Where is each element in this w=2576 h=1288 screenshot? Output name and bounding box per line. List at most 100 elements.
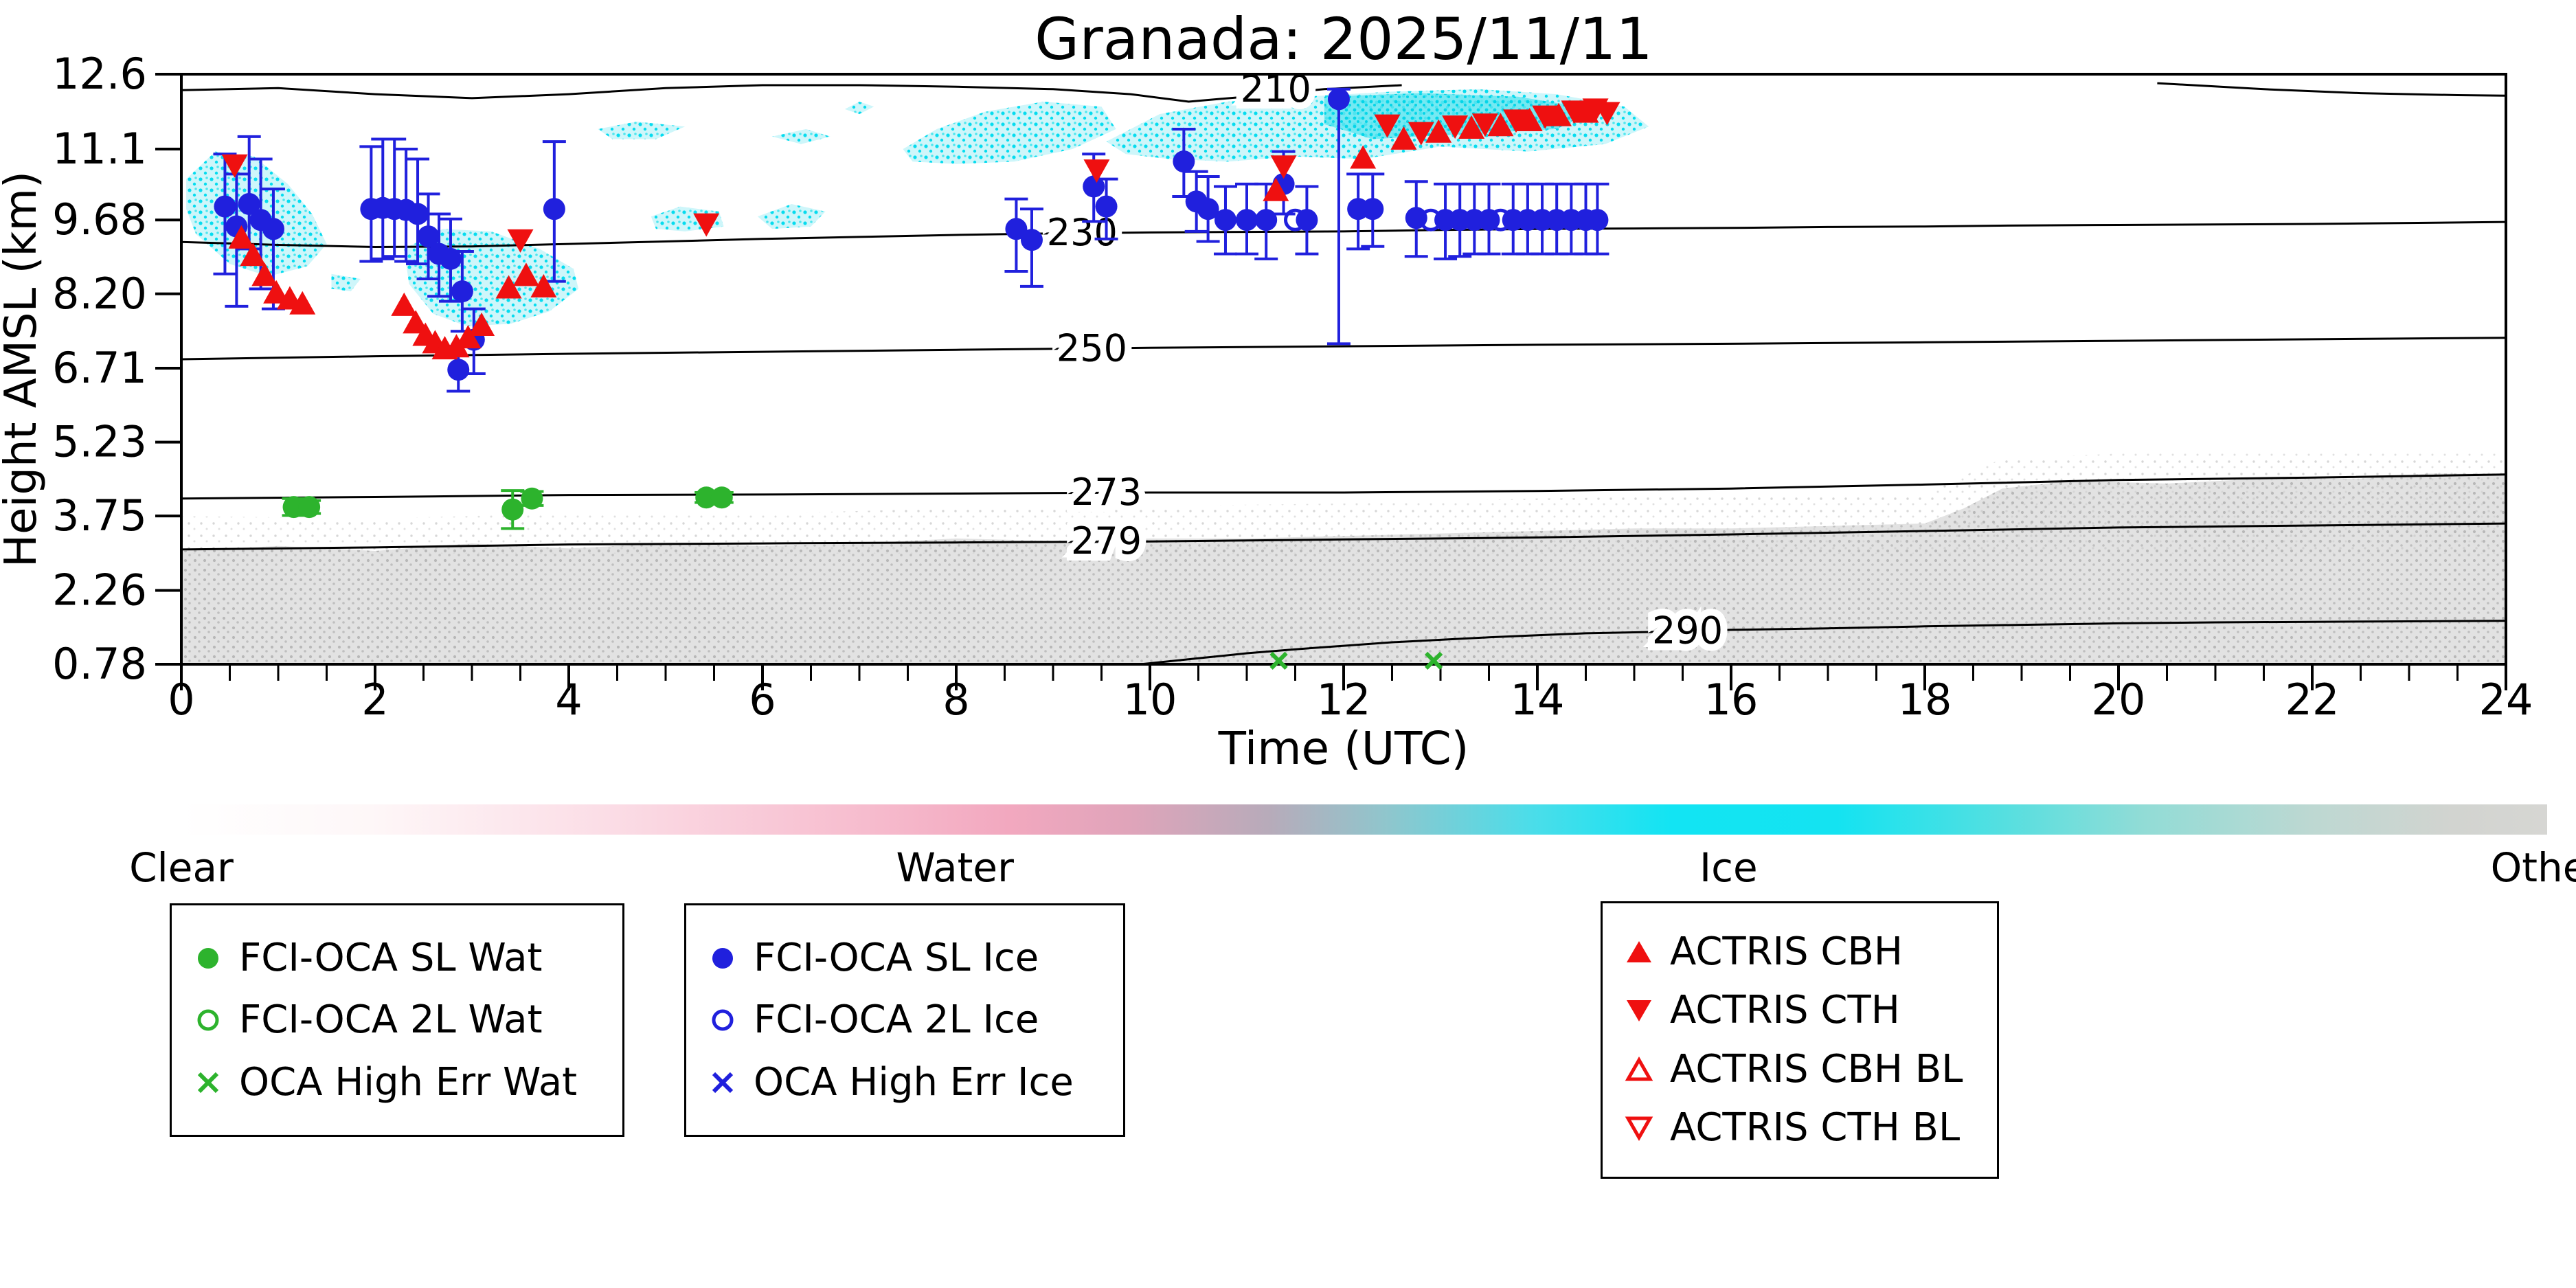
data-point <box>391 292 418 316</box>
colorbar-gradient <box>181 804 2547 835</box>
data-point <box>1561 100 1588 124</box>
data-point <box>240 242 267 267</box>
data-point <box>1270 155 1297 179</box>
cloud-fields <box>181 89 2506 664</box>
contour-line <box>181 84 1402 103</box>
x-tick-label: 14 <box>1511 675 1565 725</box>
legend-ice: FCI-OCA SL Ice FCI-OCA 2L Ice OCA High E… <box>684 903 1125 1137</box>
x-tick-label: 22 <box>2285 675 2340 725</box>
legend-item-label: OCA High Err Wat <box>239 1059 578 1105</box>
x-tick-label: 2 <box>361 675 388 725</box>
filled-circle-marker-icon <box>712 947 733 969</box>
legend-item: OCA High Err Wat <box>192 1063 602 1102</box>
data-point <box>221 154 248 178</box>
data-point <box>214 195 236 218</box>
data-point <box>507 229 534 253</box>
data-point <box>1095 195 1118 218</box>
aerosol-other-field <box>181 473 2506 664</box>
legend-item: ACTRIS CBH <box>1623 933 1976 971</box>
data-point <box>1083 159 1110 183</box>
data-point <box>1214 209 1236 231</box>
axis-ticks: 0 2 4 6 8 10 12 14 16 18 20 22 240.782.263.755.236.7… <box>52 49 2533 725</box>
legend-item: ACTRIS CTH BL <box>1623 1105 1976 1150</box>
x-tick-label: 16 <box>1704 675 1759 725</box>
data-point <box>521 487 543 510</box>
filled-triangle-up-marker-icon <box>1627 941 1651 963</box>
data-point <box>238 192 260 215</box>
contour-label: 290 <box>1652 609 1723 652</box>
x-tick-label: 6 <box>749 675 776 725</box>
y-tick-label: 8.20 <box>52 269 147 319</box>
data-point <box>1362 198 1384 221</box>
data-point <box>1255 209 1278 231</box>
data-point <box>1263 177 1289 201</box>
legend-item-label: FCI-OCA SL Wat <box>239 935 543 980</box>
x-marker-icon <box>197 1072 219 1093</box>
data-point <box>1350 145 1377 169</box>
contour-line <box>181 473 2506 500</box>
data-point <box>1197 198 1219 221</box>
series-fci-oca-2l-ice <box>1284 208 1512 231</box>
data-point <box>1374 114 1401 138</box>
y-axis-label: Height AMSL (km) <box>0 171 47 567</box>
data-point <box>1546 102 1572 126</box>
legend-item-label: ACTRIS CTH BL <box>1670 1105 1961 1150</box>
contour-label: 250 <box>1057 327 1127 370</box>
data-point <box>1425 119 1452 143</box>
data-point <box>543 198 565 221</box>
data-point <box>1284 208 1307 231</box>
data-point <box>1489 208 1512 231</box>
legend-item: ACTRIS CTH <box>1623 991 1976 1030</box>
legend-item: FCI-OCA SL Wat <box>192 935 602 980</box>
data-point <box>468 313 495 337</box>
legend-item-label: FCI-OCA 2L Ice <box>754 997 1039 1042</box>
data-point <box>289 291 316 315</box>
series-oca-high-err-wat <box>1269 651 1443 670</box>
series-fci-oca-sl-wat <box>282 486 734 530</box>
y-tick-label: 2.26 <box>52 565 147 615</box>
colorbar-label-clear: Clear <box>129 844 234 891</box>
open-triangle-up-marker-icon <box>1625 1056 1653 1081</box>
y-tick-label: 9.68 <box>52 194 147 245</box>
filled-triangle-down-marker-icon <box>1627 1000 1651 1022</box>
data-point <box>1458 115 1485 139</box>
contour-label: 273 <box>1071 471 1142 514</box>
data-point <box>447 359 470 381</box>
x-marker-icon <box>712 1072 734 1093</box>
open-circle-marker-icon <box>712 1009 734 1031</box>
contour-line <box>2157 82 2506 97</box>
open-triangle-down-marker-icon <box>1625 1116 1653 1141</box>
data-point <box>403 310 429 334</box>
data-point <box>1005 218 1028 240</box>
data-point <box>1502 109 1529 133</box>
colorbar-label-water: Water <box>896 844 1014 891</box>
series-actris-cbh <box>228 99 1599 360</box>
legend-item: ACTRIS CBH BL <box>1623 1050 1976 1089</box>
ice-cloud-patch <box>598 122 686 139</box>
data-point <box>439 247 462 270</box>
x-tick-label: 10 <box>1123 675 1177 725</box>
contour-label: 279 <box>1071 519 1142 563</box>
y-tick-label: 11.1 <box>52 124 147 174</box>
data-point <box>695 486 718 509</box>
data-point <box>1532 105 1559 129</box>
filled-circle-marker-icon <box>198 947 218 969</box>
data-point <box>1586 209 1609 231</box>
y-tick-label: 3.75 <box>52 490 147 541</box>
data-point <box>1594 102 1620 126</box>
legend-item: FCI-OCA 2L Ice <box>707 1001 1103 1039</box>
colorbar-label-other: Other <box>2490 844 2576 891</box>
data-point <box>501 498 524 521</box>
y-tick-label: 6.71 <box>52 343 147 393</box>
data-point <box>1236 209 1258 231</box>
data-point <box>282 496 305 519</box>
data-point <box>1269 651 1288 670</box>
data-point <box>1020 229 1043 251</box>
data-point <box>417 225 440 248</box>
data-point <box>1419 208 1443 231</box>
x-tick-label: 0 <box>168 675 194 725</box>
data-point <box>451 280 473 303</box>
